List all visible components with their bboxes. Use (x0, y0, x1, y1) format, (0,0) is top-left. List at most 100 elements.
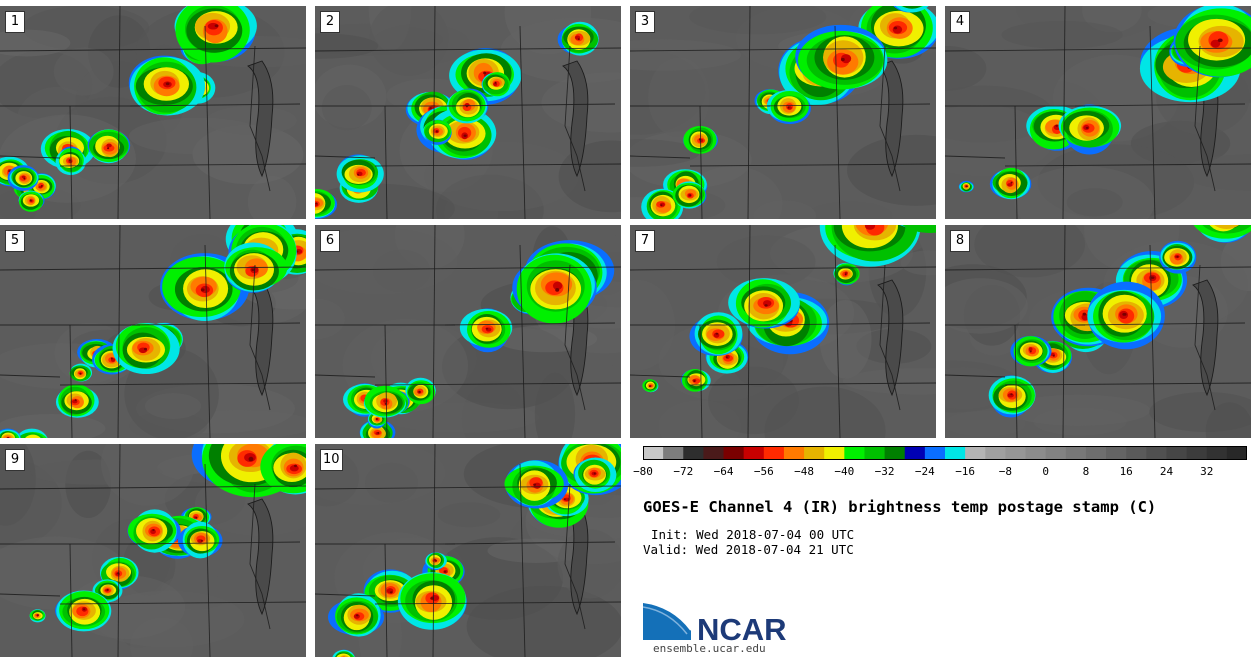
valid-time: Valid: Wed 2018-07-04 21 UTC (643, 542, 854, 557)
storm-cluster (112, 323, 180, 375)
storm-cluster (988, 375, 1036, 418)
colorbar-tick: −16 (955, 465, 976, 478)
colorbar-tick: 16 (1119, 465, 1133, 478)
storm-cluster (328, 593, 385, 637)
temperature-colorbar (643, 446, 1247, 460)
storm-cluster (1087, 281, 1165, 350)
stamp-panel-8: 8 (945, 225, 1251, 438)
colorbar-swatch (804, 446, 825, 460)
colorbar-swatch (1226, 446, 1247, 460)
ir-satellite-image (945, 6, 1251, 219)
colorbar-tick: −40 (834, 465, 855, 478)
panel-number: 7 (635, 230, 655, 252)
colorbar-tick: −64 (713, 465, 734, 478)
storm-cluster (128, 55, 206, 116)
colorbar-swatch (965, 446, 986, 460)
storm-cluster (459, 308, 513, 353)
storm-cluster (899, 225, 936, 234)
storm-cluster (428, 107, 497, 160)
colorbar-swatch (924, 446, 946, 460)
colorbar-swatch (1146, 446, 1167, 460)
colorbar-swatch (1025, 446, 1047, 460)
storm-cluster (1058, 104, 1122, 155)
storm-cluster (481, 72, 510, 97)
storm-cluster (1173, 6, 1251, 78)
colorbar-tick: 8 (1082, 465, 1090, 478)
colorbar-swatch (904, 446, 926, 460)
colorbar-swatch (945, 446, 966, 460)
storm-cluster (260, 444, 306, 495)
ir-satellite-image (0, 444, 306, 657)
ir-satellite-image (945, 225, 1251, 438)
colorbar-tick: −72 (673, 465, 694, 478)
ir-satellite-image (315, 225, 621, 438)
colorbar-tick: 0 (1042, 465, 1049, 478)
colorbar-swatch (864, 446, 886, 460)
panel-number: 8 (950, 230, 970, 252)
colorbar-swatch (1106, 446, 1127, 460)
ir-satellite-image (0, 6, 306, 219)
colorbar-tick: 32 (1200, 465, 1214, 478)
colorbar-tick-labels: −80 −72 −64 −56 −48 −40 −32 −24 −16 −8 0 8 16 24 32 (633, 465, 1260, 481)
panel-number: 2 (320, 11, 340, 33)
storm-cluster (958, 180, 974, 193)
stamp-panel-3: 3 (630, 6, 936, 219)
colorbar-tick: −24 (914, 465, 935, 478)
panel-number: 4 (950, 11, 970, 33)
storm-cluster (819, 225, 921, 267)
panel-number: 6 (320, 230, 340, 252)
storm-cluster (336, 154, 384, 193)
storm-cluster (504, 459, 569, 509)
storm-cluster (1193, 225, 1251, 243)
panel-number: 9 (5, 449, 25, 471)
colorbar-tick: −8 (998, 465, 1013, 478)
storm-cluster (512, 253, 597, 324)
stamp-panel-1: 1 (0, 6, 306, 219)
colorbar-swatch (643, 446, 664, 460)
storm-cluster (332, 649, 355, 657)
storm-cluster (160, 253, 250, 321)
colorbar-swatch (1166, 446, 1188, 460)
storm-cluster (446, 88, 489, 124)
colorbar-swatch (985, 446, 1006, 460)
storm-cluster (672, 181, 707, 209)
storm-cluster (55, 384, 99, 418)
colorbar-swatch (884, 446, 906, 460)
panel-number: 10 (320, 449, 343, 471)
panel-number: 3 (635, 11, 655, 33)
ir-satellite-image (315, 6, 621, 219)
stamp-panel-6: 6 (315, 225, 621, 438)
stamp-panel-7: 7 (630, 225, 936, 438)
colorbar-swatch (824, 446, 845, 460)
storm-cluster (766, 90, 811, 125)
storm-cluster (1010, 335, 1052, 367)
storm-cluster (573, 457, 617, 493)
colorbar-swatch (1085, 446, 1107, 460)
storm-cluster (989, 167, 1032, 200)
colorbar-tick: −48 (794, 465, 814, 478)
colorbar-tick: −32 (874, 465, 895, 478)
storm-cluster (315, 188, 338, 219)
colorbar-tick: −80 (633, 465, 653, 478)
colorbar-swatch (723, 446, 745, 460)
storm-cluster (1159, 240, 1197, 274)
storm-cluster (423, 119, 452, 145)
website-url: ensemble.ucar.edu (653, 642, 766, 655)
colorbar-swatch (683, 446, 704, 460)
storm-cluster (363, 385, 407, 418)
stamp-panel-2: 2 (315, 6, 621, 219)
storm-cluster (18, 190, 45, 212)
ncar-logo: NCAR (643, 601, 787, 642)
colorbar-tick: −56 (753, 465, 774, 478)
storm-cluster (127, 509, 181, 553)
colorbar-swatch (703, 446, 725, 460)
colorbar-swatch (663, 446, 684, 460)
colorbar-swatch (1126, 446, 1147, 460)
panel-number: 1 (5, 11, 25, 33)
panel-number: 5 (5, 230, 25, 252)
storm-cluster (642, 379, 659, 393)
stamp-panel-9: 9 (0, 444, 306, 657)
colorbar-tick: 24 (1159, 465, 1174, 478)
ir-satellite-image (0, 225, 306, 438)
colorbar-swatch (1186, 446, 1208, 460)
